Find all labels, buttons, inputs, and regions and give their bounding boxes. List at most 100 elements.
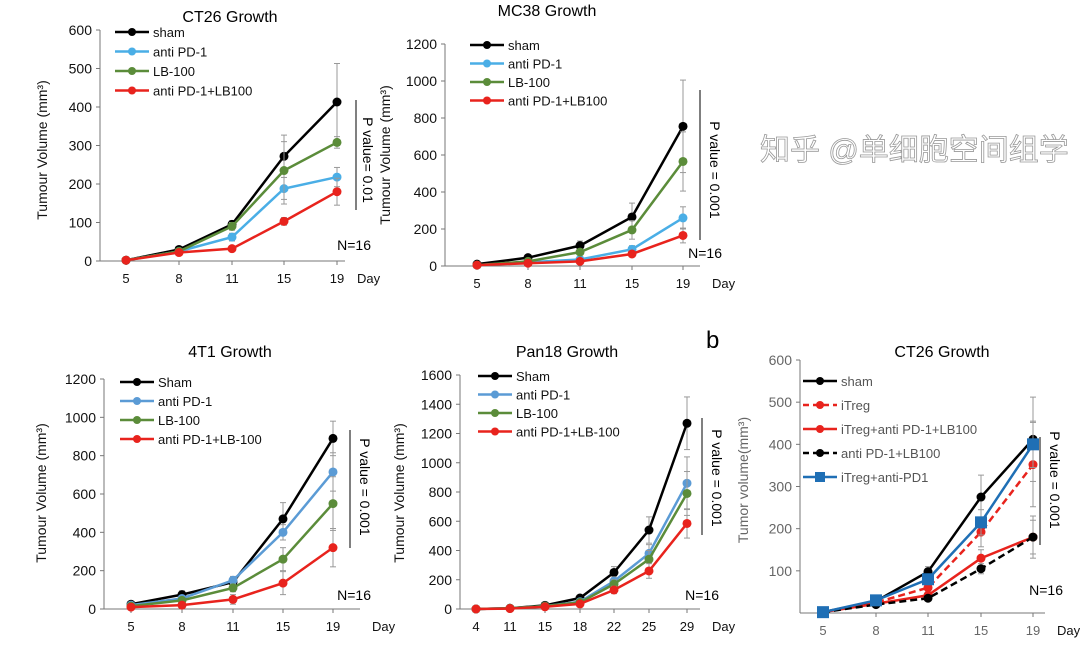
data-point	[976, 553, 986, 563]
data-point	[228, 583, 238, 593]
legend-entry: anti PD-1+LB-100	[120, 432, 262, 447]
x-tick-label: 18	[573, 619, 587, 634]
x-tick-label: 5	[473, 276, 480, 291]
legend-marker	[816, 377, 824, 385]
legend-entry: iTreg	[803, 398, 870, 413]
legend-marker	[483, 59, 491, 68]
y-tick-label: 600	[769, 352, 793, 368]
legend-marker	[133, 397, 141, 405]
x-tick-label: 5	[122, 271, 129, 286]
y-axis-label: Tumour Volume (mm³)	[33, 423, 49, 563]
chart-title: CT26 Growth	[182, 9, 277, 26]
data-point	[174, 248, 184, 258]
legend-entry: anti PD-1+LB100	[115, 84, 252, 99]
legend-label: anti PD-1	[516, 388, 570, 403]
p-value-annotation: P value = 0.001	[1047, 431, 1063, 529]
data-point	[644, 554, 654, 564]
data-point	[575, 247, 585, 257]
data-point	[332, 97, 342, 107]
p-value-annotation: P value= 0.01	[360, 117, 376, 203]
y-tick-label: 400	[69, 99, 93, 115]
x-axis-label: Day	[712, 276, 736, 291]
y-tick-label: 300	[769, 479, 793, 495]
data-point	[328, 499, 338, 509]
y-tick-label: 600	[429, 513, 453, 529]
legend-label: iTreg+anti-PD1	[841, 470, 928, 485]
legend-marker	[128, 28, 136, 36]
x-tick-label: 11	[573, 276, 587, 291]
legend-entry: LB-100	[120, 413, 200, 428]
x-tick-label: 11	[921, 623, 935, 638]
y-tick-label: 1200	[421, 426, 452, 442]
x-axis-label: Day	[372, 619, 396, 634]
series-anti-pd-1-lb-100	[471, 508, 692, 614]
chart-title: Pan18 Growth	[516, 344, 618, 361]
x-tick-label: 25	[642, 619, 656, 634]
series-lb-100	[126, 476, 338, 611]
x-axis-label: Day	[357, 271, 381, 286]
data-point	[678, 121, 688, 131]
series-line	[475, 422, 689, 611]
y-tick-label: 1000	[421, 455, 452, 471]
y-tick-label: 400	[429, 543, 453, 559]
legend-label: anti PD-1	[158, 394, 212, 409]
x-tick-label: 11	[503, 619, 517, 634]
data-point	[471, 604, 481, 614]
y-tick-label: 1600	[421, 367, 452, 383]
legend-label: sham	[841, 374, 873, 389]
y-tick-label: 300	[69, 138, 93, 154]
legend-label: sham	[153, 25, 185, 40]
y-tick-label: 800	[414, 110, 438, 126]
x-axis-label: Day	[712, 619, 736, 634]
y-tick-label: 1200	[65, 371, 96, 387]
legend-marker	[483, 78, 491, 86]
y-tick-label: 200	[414, 221, 438, 237]
legend-entry: LB-100	[478, 406, 558, 421]
legend-entry: sham	[470, 38, 540, 53]
data-point	[227, 221, 237, 231]
data-point	[228, 594, 238, 604]
series-anti-pd-1-lb100	[121, 177, 342, 265]
legend-label: LB-100	[158, 413, 200, 428]
y-tick-label: 400	[414, 184, 438, 200]
legend-marker	[816, 449, 824, 457]
data-point	[227, 232, 237, 242]
legend-marker	[816, 425, 824, 433]
n-annotation: N=16	[685, 587, 719, 603]
y-tick-label: 0	[444, 601, 452, 617]
legend-marker	[491, 390, 499, 399]
legend-entry: iTreg+anti-PD1	[803, 470, 928, 485]
data-point	[575, 256, 585, 266]
legend-entry: anti PD-1+LB100	[470, 94, 607, 109]
chart-5: CT26 Growth 100 200 300 400 500 600 5 8 11 15 19 Day…	[735, 344, 1080, 638]
y-tick-label: 0	[429, 258, 437, 274]
y-tick-label: 600	[73, 486, 97, 502]
y-tick-label: 200	[69, 176, 93, 192]
chart-title: 4T1 Growth	[188, 344, 272, 361]
x-tick-label: 15	[276, 619, 290, 634]
y-axis-label: Tumour Volume (mm³)	[377, 85, 393, 225]
legend-label: anti PD-1	[508, 57, 562, 72]
series-anti-pd-1-lb100	[472, 227, 688, 270]
x-tick-label: 15	[538, 619, 552, 634]
legend-entry: anti PD-1	[478, 388, 570, 403]
data-point	[627, 225, 637, 235]
y-tick-label: 200	[769, 521, 793, 537]
legend-label: LB-100	[153, 64, 195, 79]
x-tick-label: 5	[819, 623, 826, 638]
legend-label: anti PD-1+LB100	[508, 94, 607, 109]
data-point	[678, 156, 688, 166]
chart-title: MC38 Growth	[498, 3, 597, 20]
data-point	[126, 602, 136, 612]
data-point	[575, 241, 585, 251]
data-point	[523, 258, 533, 268]
x-tick-label: 19	[330, 271, 344, 286]
p-value-annotation: P value = 0.001	[357, 438, 373, 536]
y-tick-label: 1000	[65, 409, 96, 425]
legend-label: LB-100	[516, 406, 558, 421]
data-point	[682, 518, 692, 528]
series-lb-100	[472, 131, 688, 270]
y-tick-label: 600	[69, 22, 93, 38]
legend-label: Sham	[158, 375, 192, 390]
data-point	[328, 467, 338, 477]
